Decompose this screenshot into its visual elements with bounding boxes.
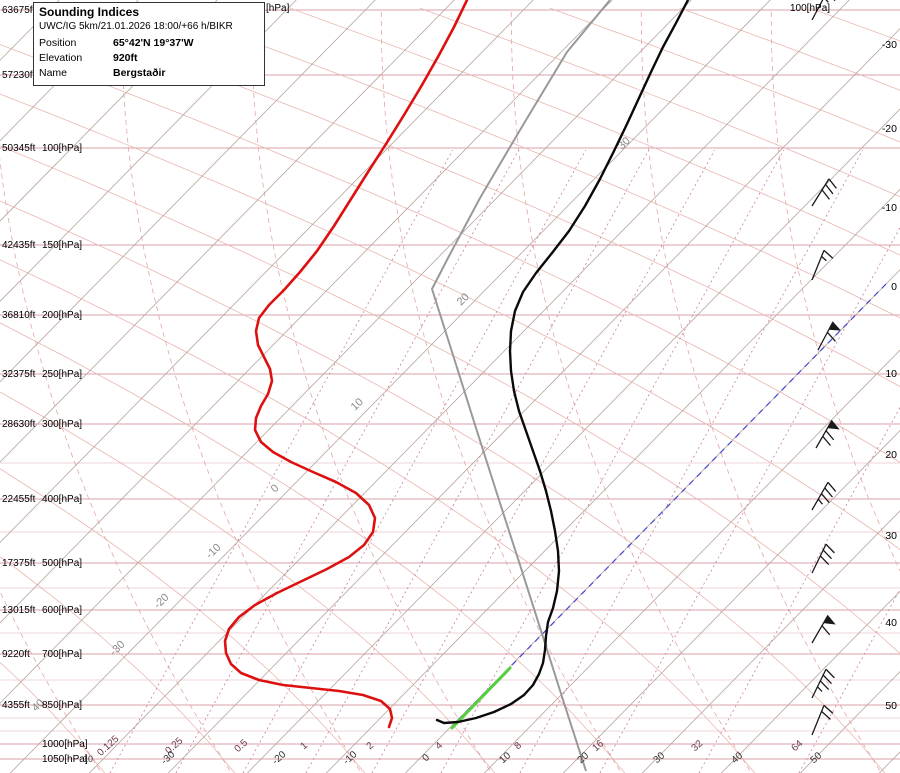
svg-text:10: 10 [498,750,514,766]
svg-text:250[hPa]: 250[hPa] [42,369,82,380]
svg-text:-30: -30 [882,39,897,51]
svg-text:4355ft: 4355ft [2,700,30,711]
svg-text:10: 10 [349,396,366,413]
svg-text:32: 32 [690,738,706,754]
svg-text:500[hPa]: 500[hPa] [42,558,82,569]
svg-text:0: 0 [421,752,433,764]
panel-row-elevation: Elevation 920ft [39,51,259,66]
svg-text:200[hPa]: 200[hPa] [42,310,82,321]
left-axis-labels: 63675ft 57230ft 50345ft 100[hPa] 42435ft 150[… [2,5,88,765]
cloud-layer-segment [450,666,512,730]
panel-title: Sounding Indices [39,5,140,19]
svg-text:16: 16 [591,738,607,754]
svg-text:40: 40 [730,750,746,766]
moist-adiabats [0,7,900,773]
svg-text:0: 0 [269,482,282,495]
svg-text:-20: -20 [152,591,172,611]
svg-text:36810ft: 36810ft [2,310,36,321]
svg-text:2: 2 [365,740,377,752]
svg-text:50: 50 [809,750,825,766]
right-axis-labels: -30 -20 -10 0 10 20 30 40 50 [882,39,897,712]
svg-text:0.125: 0.125 [95,733,121,758]
pressure-lines [0,9,900,760]
svg-text:40: 40 [885,617,897,629]
position-value: 65°42'N 19°37'W [113,37,194,49]
dry-adiabats [0,7,900,773]
dewpoint-curve [223,0,469,729]
svg-text:400[hPa]: 400[hPa] [42,494,82,505]
svg-text:600[hPa]: 600[hPa] [42,605,82,616]
elevation-value: 920ft [113,52,138,64]
zero-isotherm-highlight [457,283,887,721]
svg-text:-10: -10 [341,749,359,767]
svg-text:100[hPa]: 100[hPa] [790,3,830,14]
svg-text:57230ft: 57230ft [2,70,36,81]
svg-text:850[hPa]: 850[hPa] [42,700,82,711]
mixing-ratio-lines [109,149,900,773]
svg-text:50345ft: 50345ft [2,143,36,154]
temperature-curve [435,0,690,725]
svg-text:64: 64 [790,738,806,754]
svg-text:1050[hPa]: 1050[hPa] [42,754,88,765]
name-value: Bergstaðir [113,67,166,79]
svg-text:-30: -30 [108,638,128,658]
svg-text:8: 8 [513,740,525,752]
svg-text:4: 4 [434,740,446,752]
svg-text:17375ft: 17375ft [2,558,36,569]
svg-text:13015ft: 13015ft [2,605,36,616]
svg-text:28630ft: 28630ft [2,419,36,430]
svg-text:-20: -20 [882,123,897,135]
svg-text:30: 30 [652,750,668,766]
svg-text:9220ft: 9220ft [2,649,30,660]
svg-text:10: 10 [83,754,93,764]
parcel-curve [431,0,611,772]
svg-text:0.5: 0.5 [232,737,250,755]
wind-barbs [811,0,842,736]
panel-subtitle: UWC/IG 5km/21.01.2026 18:00/+66 h/BIKR [39,21,233,32]
top-labels: [hPa] 100[hPa] [266,3,830,14]
svg-text:-10: -10 [882,202,897,214]
svg-text:150[hPa]: 150[hPa] [42,240,82,251]
svg-text:30: 30 [885,530,897,542]
name-label: Name [39,67,68,79]
svg-text:22455ft: 22455ft [2,494,36,505]
svg-text:0: 0 [891,281,897,293]
sounding-indices-panel: Sounding Indices UWC/IG 5km/21.01.2026 1… [33,2,265,86]
svg-text:63675ft: 63675ft [2,5,36,16]
svg-text:300[hPa]: 300[hPa] [42,419,82,430]
svg-text:700[hPa]: 700[hPa] [42,649,82,660]
svg-text:-10: -10 [204,541,224,561]
svg-text:50: 50 [885,700,897,712]
panel-row-position: Position 65°42'N 19°37'W [39,36,259,51]
svg-text:100[hPa]: 100[hPa] [42,143,82,154]
svg-text:42435ft: 42435ft [2,240,36,251]
panel-row-name: Name Bergstaðir [39,66,259,81]
minor-pressure-lines [0,462,900,732]
svg-text:10: 10 [885,368,897,380]
position-label: Position [39,37,77,49]
svg-text:1000[hPa]: 1000[hPa] [42,739,88,750]
svg-text:[hPa]: [hPa] [266,3,290,14]
elevation-label: Elevation [39,52,83,64]
svg-text:20: 20 [885,449,897,461]
svg-text:20: 20 [576,750,592,766]
svg-text:-20: -20 [270,749,288,767]
svg-text:32375ft: 32375ft [2,369,36,380]
svg-text:1: 1 [299,740,311,752]
